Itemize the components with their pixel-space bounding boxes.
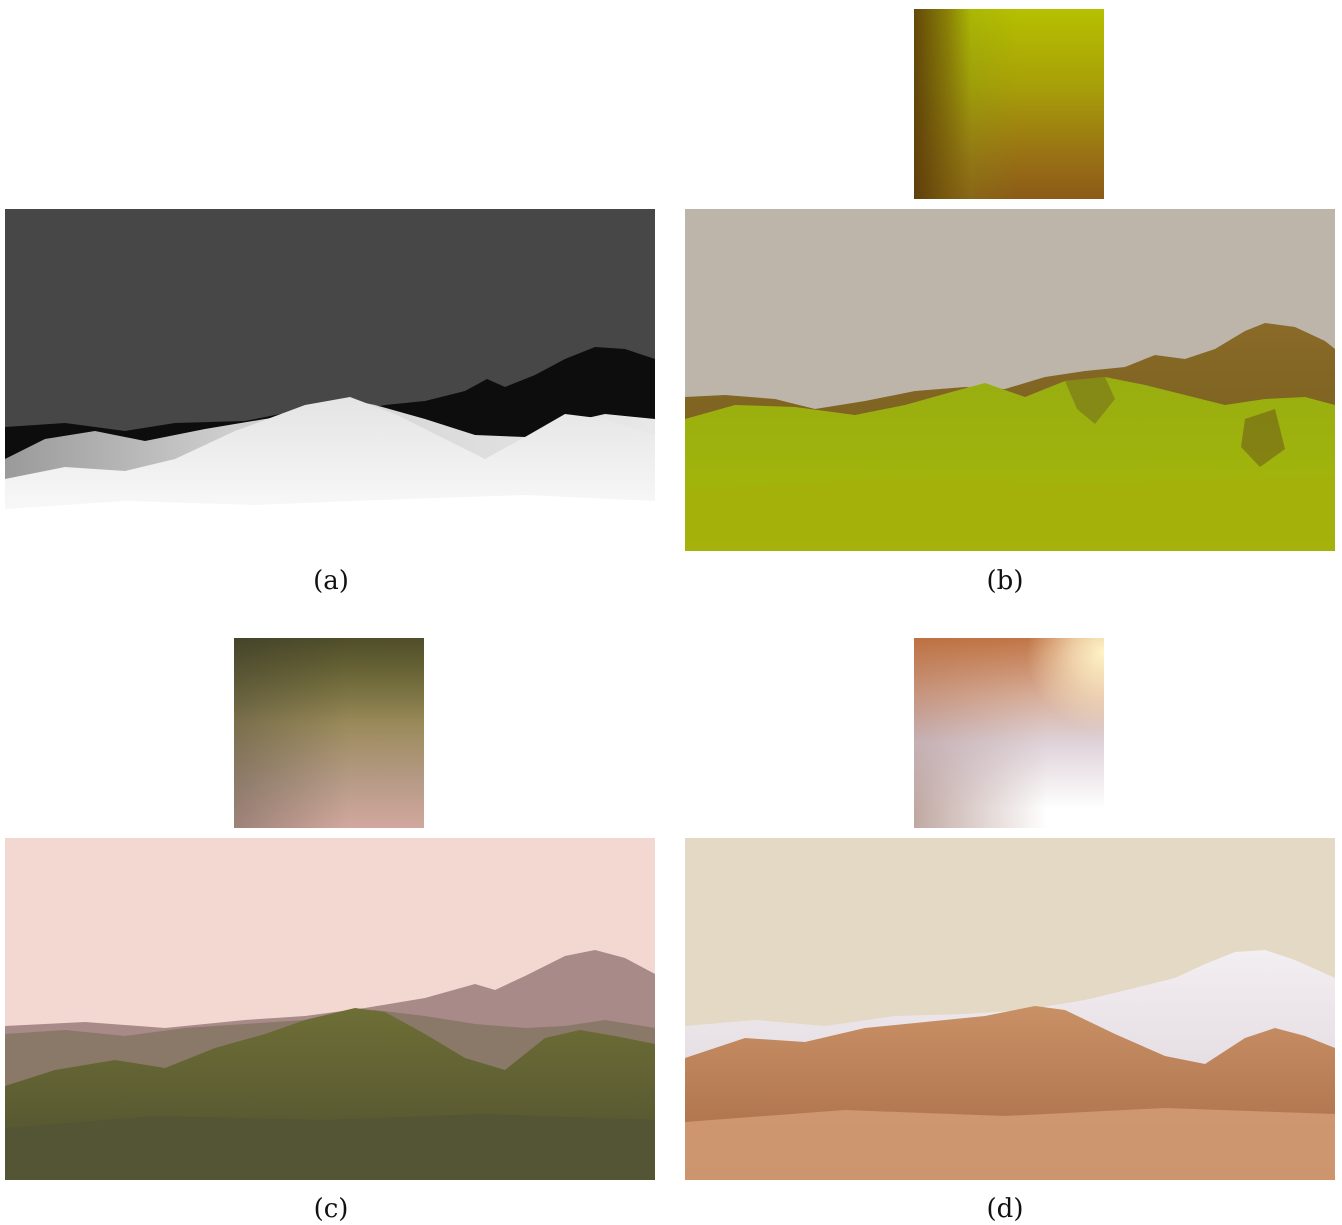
panel-caption-c: (c): [313, 1194, 349, 1224]
color-swatch-b: [914, 9, 1104, 199]
depth-map-render: [5, 209, 655, 551]
panel-caption-b: (b): [986, 566, 1024, 596]
terrain-render-c: [5, 838, 655, 1180]
terrain-render-d: [685, 838, 1335, 1180]
color-swatch-c: [234, 638, 424, 828]
panel-caption-d: (d): [986, 1194, 1024, 1224]
panel-caption-a: (a): [313, 566, 349, 596]
terrain-render-b: [685, 209, 1335, 551]
color-swatch-d: [914, 638, 1104, 828]
